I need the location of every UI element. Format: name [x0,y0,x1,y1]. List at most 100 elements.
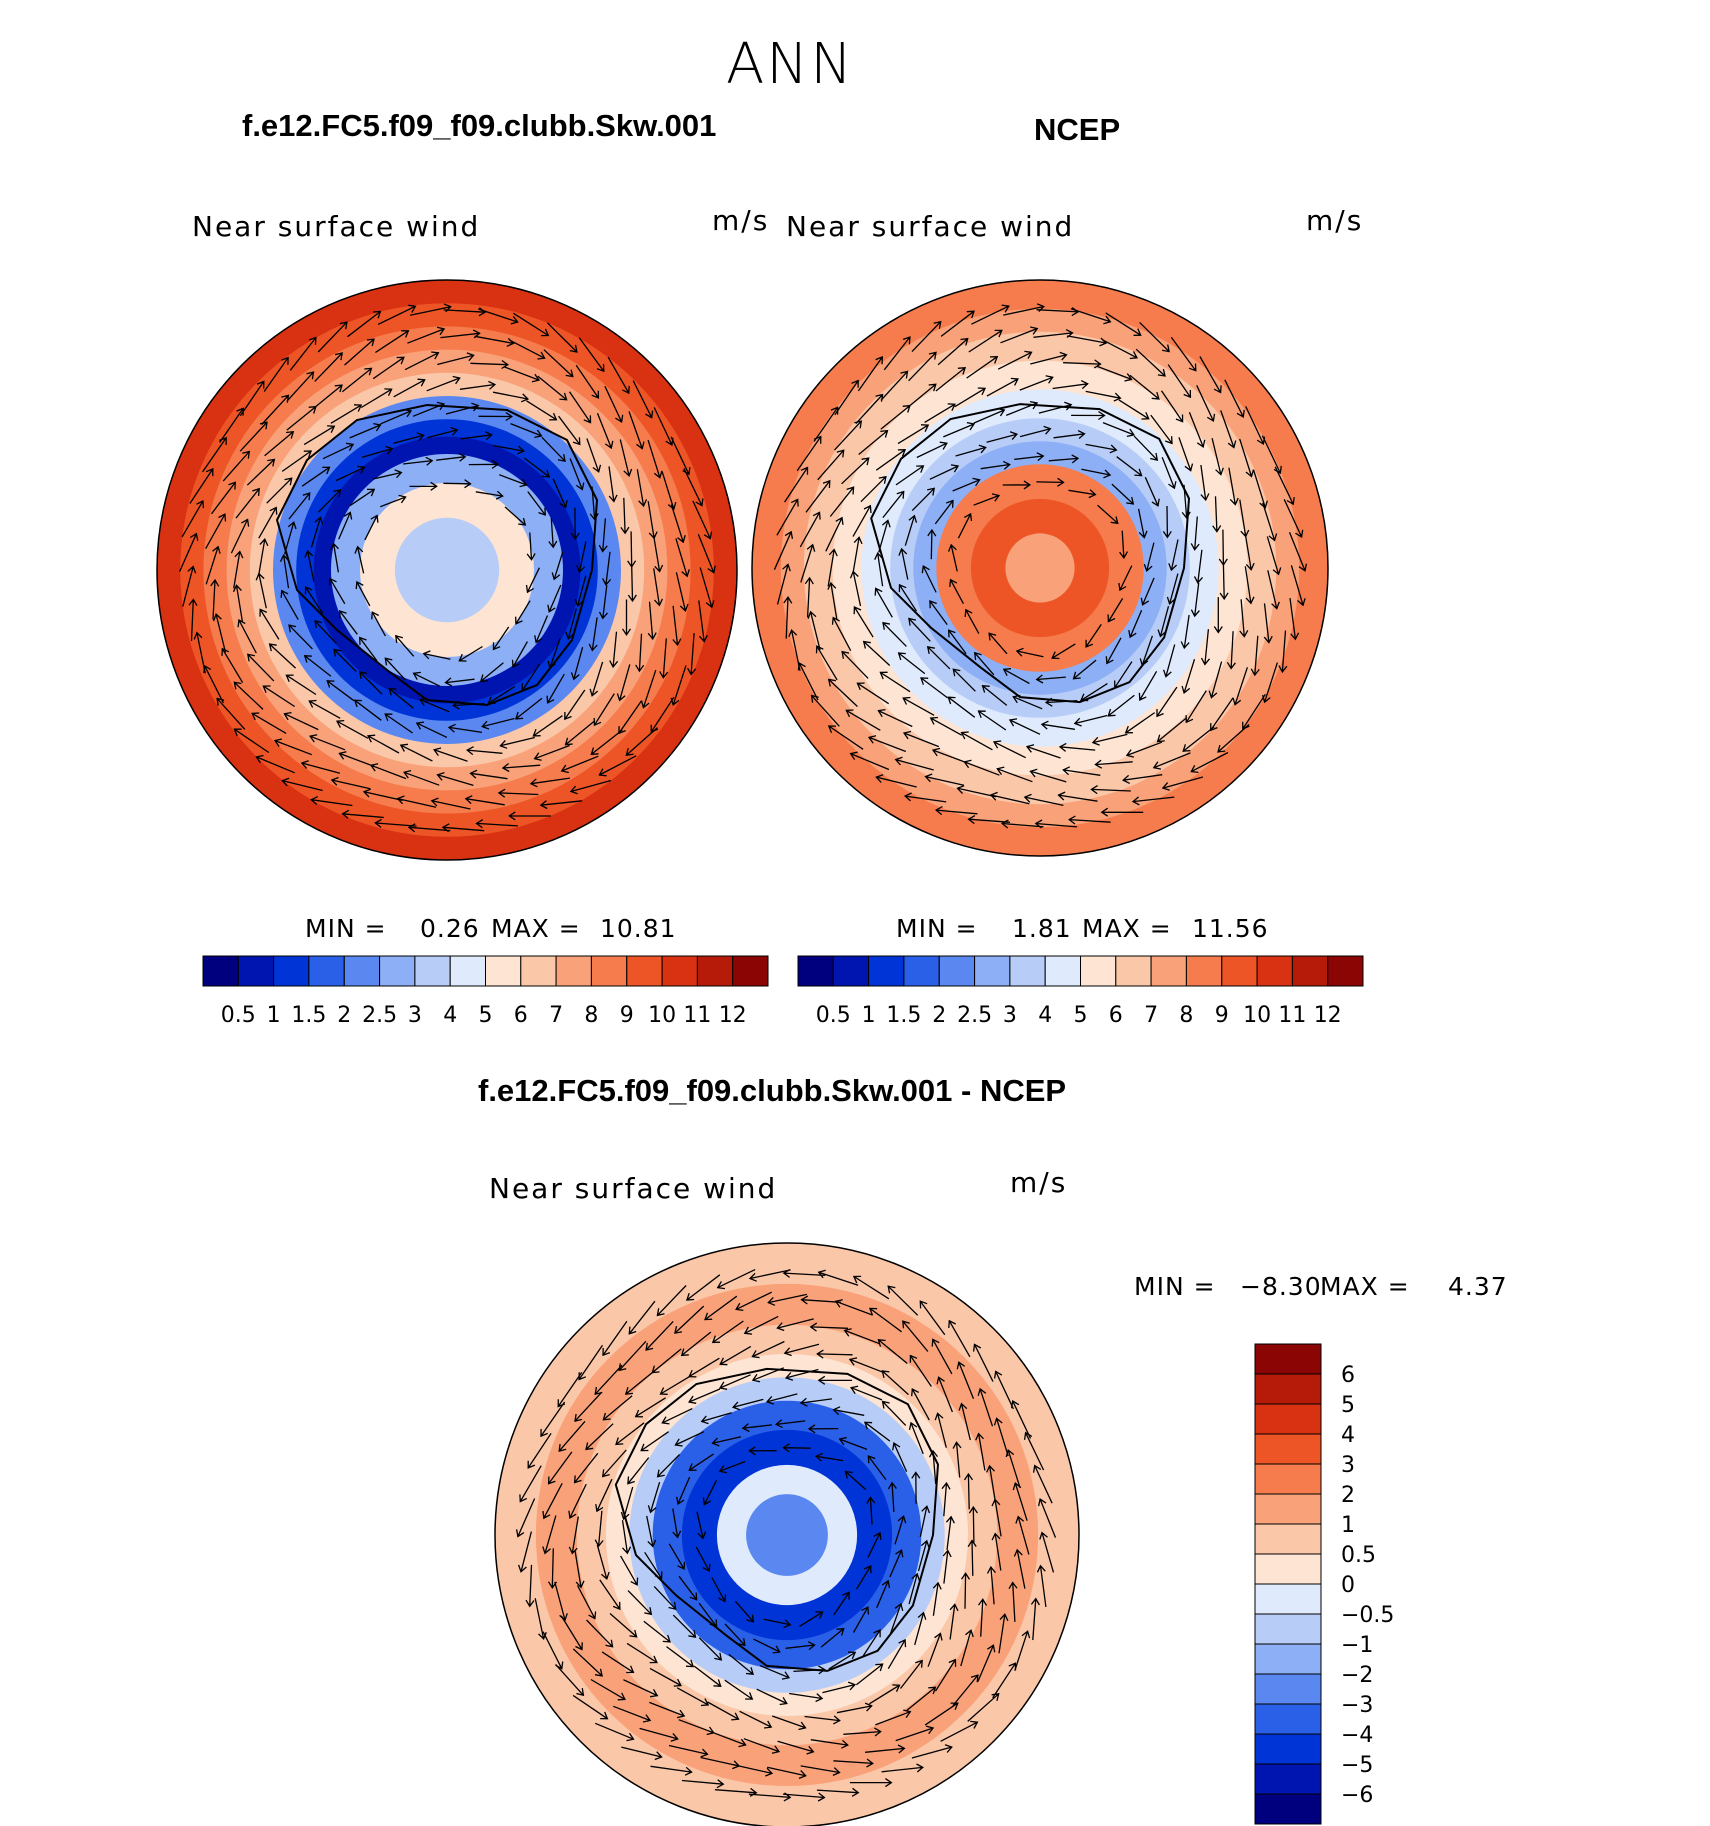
wind-arrow [1211,438,1224,476]
wind-arrow [1019,375,1054,391]
wind-arrow [967,1693,1000,1722]
wind-arrow [711,1436,742,1447]
wind-arrow [659,638,669,679]
wind-arrow [958,1402,971,1441]
wind-arrow [404,351,440,371]
wind-arrow [1156,686,1178,718]
colorbar-tick-label: 6 [514,1003,528,1028]
wind-arrow [929,716,963,736]
colorbar-swatch [1080,955,1117,987]
wind-arrow [924,403,956,423]
wind-arrow [235,487,260,519]
wind-arrow [1091,733,1128,746]
wind-arrow [973,493,1001,506]
wind-arrow [672,1614,697,1639]
wind-arrow [960,731,993,751]
colorbar-swatch [237,955,275,987]
wind-arrow [539,800,583,810]
wind-arrow [652,534,664,573]
wind-arrow [661,1408,693,1425]
min-label-difference: MIN = [1134,1272,1216,1301]
panel-title-model: f.e12.FC5.f09_f09.clubb.Skw.001 [242,108,717,143]
wind-arrow [609,1613,638,1638]
wind-arrow [330,776,371,790]
wind-arrow [827,678,858,707]
wind-arrow [308,734,346,751]
wind-arrow [898,547,909,580]
wind-arrow [377,304,417,325]
wind-arrow [619,439,633,477]
wind-arrow [748,1792,792,1802]
wind-arrow [957,512,973,539]
wind-arrow [1266,536,1282,576]
wind-arrow [661,471,677,511]
wind-arrow [763,1618,792,1629]
wind-arrow [527,1432,552,1469]
colorbar-swatch [520,955,557,987]
wind-arrow [1274,466,1295,506]
wind-arrow [687,633,697,676]
wind-arrow [1128,610,1143,639]
wind-arrow [1015,1515,1030,1555]
wind-arrow [751,1340,785,1359]
wind-arrow [935,366,967,392]
wind-arrow [924,1702,959,1726]
wind-arrow [371,611,386,637]
wind-arrow [508,811,551,821]
wind-arrow [895,465,925,486]
wind-arrow [759,1665,791,1680]
wind-arrow [341,367,373,393]
wind-arrow [882,621,907,647]
wind-arrow [773,530,794,570]
wind-arrow [1162,644,1176,678]
wind-arrow [952,1441,962,1478]
wind-arrow [1035,674,1066,684]
wind-arrow [697,533,716,574]
wind-arrow [322,442,355,460]
wind-arrow [807,1424,839,1434]
wind-arrow [403,456,434,466]
wind-arrow [940,1720,979,1742]
wind-arrow [470,359,509,370]
wind-arrow [193,631,206,674]
wind-arrow [735,1600,755,1623]
wind-arrow [273,738,313,756]
colorbar-tick-label: 4 [1038,1003,1052,1028]
wind-arrow [1097,504,1119,525]
wind-arrow [902,696,935,716]
wind-arrow [1105,637,1122,665]
wind-arrow [1160,390,1184,423]
wind-arrow [952,1674,979,1707]
wind-arrow [949,578,964,605]
colorbar-tick-label: 8 [1179,1003,1193,1028]
wind-arrow [880,370,909,401]
wind-arrow [515,1498,536,1538]
wind-arrow [676,1476,691,1505]
wind-arrow [1051,643,1076,660]
wind-arrow [396,795,437,808]
wind-arrow [1124,712,1156,734]
wind-arrow [621,1520,632,1555]
colorbar-swatch [1254,1643,1322,1675]
wind-arrow [1244,566,1255,605]
wind-arrow [575,364,600,399]
wind-arrow [627,1590,653,1616]
wind-arrow [1013,1548,1026,1589]
wind-arrow [672,1508,682,1539]
wind-arrow [934,1658,957,1692]
wind-arrow [1219,563,1229,601]
colorbar-swatch [308,955,345,987]
wind-arrow [767,1766,807,1780]
colorbar-swatch [1254,1463,1322,1495]
wind-arrow [364,514,379,541]
wind-arrow [574,575,587,608]
wind-arrow [415,721,448,738]
wind-arrow [437,352,475,366]
wind-arrow [674,1305,705,1334]
wind-arrow [748,1269,791,1282]
wind-arrow [268,643,297,669]
wind-arrow [843,1727,882,1737]
wind-arrow [1226,631,1236,670]
wind-arrow [659,1375,692,1395]
